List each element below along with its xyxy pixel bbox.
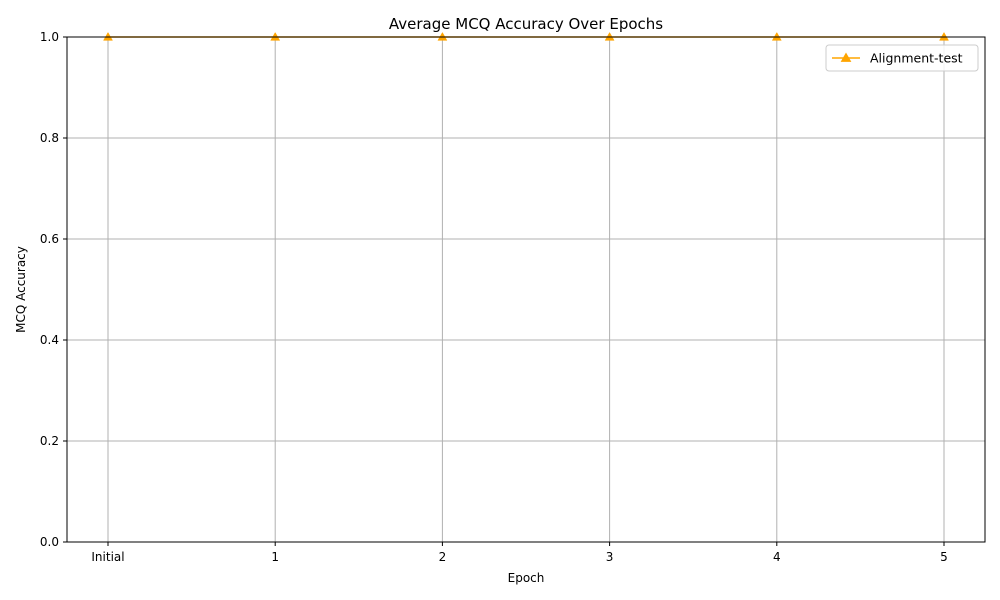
x-tick-label: 1: [271, 550, 279, 564]
x-axis: Initial 1 2 3 4 5: [91, 542, 948, 564]
x-tick-label: Initial: [91, 550, 124, 564]
data-point: [604, 31, 615, 41]
y-axis-label: MCQ Accuracy: [14, 246, 28, 333]
data-point: [103, 31, 113, 41]
legend-label: Alignment-test: [870, 51, 963, 66]
x-axis-label: Epoch: [508, 571, 545, 585]
grid-lines: [67, 36, 985, 543]
x-tick-label: 5: [940, 550, 948, 564]
legend: Alignment-test: [825, 44, 979, 72]
data-point: [771, 31, 782, 41]
y-tick-label: 0.4: [40, 333, 59, 347]
data-point: [437, 31, 448, 41]
y-tick-label: 0.6: [40, 232, 59, 246]
y-tick-label: 0.0: [40, 535, 59, 549]
y-tick-label: 0.2: [40, 434, 59, 448]
y-tick-label: 1.0: [40, 30, 59, 44]
y-axis: 0.0 0.2 0.4 0.6 0.8 1.0: [40, 30, 67, 549]
y-tick-label: 0.8: [40, 131, 59, 145]
data-point: [939, 31, 949, 41]
plot-frame: [66, 36, 986, 543]
series-layer: [103, 31, 949, 41]
legend-box: [825, 44, 979, 72]
x-tick-label: 3: [606, 550, 614, 564]
legend-marker-swatch: [840, 52, 852, 62]
x-tick-label: 4: [773, 550, 781, 564]
chart-title: Average MCQ Accuracy Over Epochs: [389, 15, 663, 33]
data-point: [270, 31, 281, 41]
x-tick-label: 2: [439, 550, 447, 564]
